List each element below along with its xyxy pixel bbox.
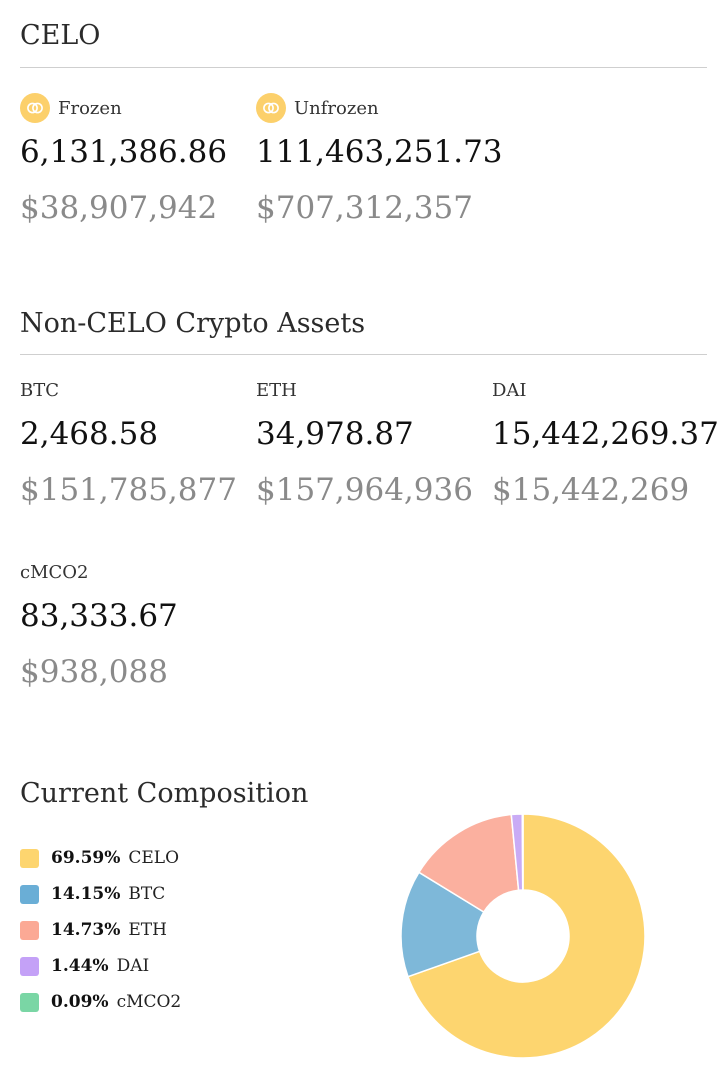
unfrozen-usd-value: $707,312,357 xyxy=(256,190,473,227)
celo-divider xyxy=(20,67,707,68)
legend-swatch xyxy=(20,848,39,868)
asset-btc: BTC 2,468.58 $151,785,877 xyxy=(20,375,250,509)
asset-label: BTC xyxy=(20,379,60,401)
legend-name: ETH xyxy=(128,920,167,940)
asset-label: DAI xyxy=(492,379,527,401)
celo-coin-icon xyxy=(20,93,50,123)
frozen-amount: 6,131,386.86 xyxy=(20,134,228,170)
asset-amount: 34,978.87 xyxy=(256,416,414,452)
non-celo-section-title: Non-CELO Crypto Assets xyxy=(20,308,366,339)
composition-legend: 69.59% CELO 14.15% BTC 14.73% ETH 1.44% … xyxy=(20,840,320,1020)
legend-percent: 69.59% xyxy=(51,848,121,868)
legend-name: cMCO2 xyxy=(116,992,182,1012)
legend-swatch xyxy=(20,884,39,904)
asset-usd-value: $15,442,269 xyxy=(492,472,690,509)
legend-item-celo: 69.59% CELO xyxy=(20,840,320,876)
asset-cmco2: cMCO2 83,333.67 $938,088 xyxy=(20,557,250,691)
asset-usd-value: $938,088 xyxy=(20,654,168,691)
legend-swatch xyxy=(20,920,39,940)
asset-eth: ETH 34,978.87 $157,964,936 xyxy=(256,375,486,509)
asset-label: cMCO2 xyxy=(20,561,89,583)
donut-slice-celo xyxy=(407,813,646,1059)
legend-item-dai: 1.44% DAI xyxy=(20,948,320,984)
donut-slice-cmco2 xyxy=(521,813,524,891)
unfrozen-label: Unfrozen xyxy=(294,97,379,119)
legend-percent: 14.73% xyxy=(51,920,121,940)
composition-donut-chart xyxy=(400,813,646,1059)
asset-dai: DAI 15,442,269.37 $15,442,269 xyxy=(492,375,717,509)
legend-swatch xyxy=(20,992,39,1012)
celo-coin-icon xyxy=(256,93,286,123)
asset-amount: 2,468.58 xyxy=(20,416,159,452)
legend-swatch xyxy=(20,956,39,976)
legend-name: DAI xyxy=(116,956,150,976)
frozen-label: Frozen xyxy=(58,97,122,119)
celo-unfrozen: Unfrozen 111,463,251.73 $707,312,357 xyxy=(256,93,503,227)
frozen-usd-value: $38,907,942 xyxy=(20,190,218,227)
non-celo-divider xyxy=(20,354,707,355)
asset-label: ETH xyxy=(256,379,297,401)
celo-section-title: CELO xyxy=(20,20,101,51)
unfrozen-amount: 111,463,251.73 xyxy=(256,134,503,170)
legend-percent: 1.44% xyxy=(51,956,109,976)
legend-name: CELO xyxy=(128,848,180,868)
asset-amount: 15,442,269.37 xyxy=(492,416,717,452)
legend-percent: 0.09% xyxy=(51,992,109,1012)
legend-name: BTC xyxy=(128,884,166,904)
asset-amount: 83,333.67 xyxy=(20,598,178,634)
asset-usd-value: $157,964,936 xyxy=(256,472,473,509)
legend-item-cmco2: 0.09% cMCO2 xyxy=(20,984,320,1020)
celo-frozen: Frozen 6,131,386.86 $38,907,942 xyxy=(20,93,250,225)
donut-slice-eth xyxy=(417,813,520,914)
legend-item-eth: 14.73% ETH xyxy=(20,912,320,948)
legend-percent: 14.15% xyxy=(51,884,121,904)
composition-title: Current Composition xyxy=(20,778,309,809)
asset-usd-value: $151,785,877 xyxy=(20,472,237,509)
legend-item-btc: 14.15% BTC xyxy=(20,876,320,912)
